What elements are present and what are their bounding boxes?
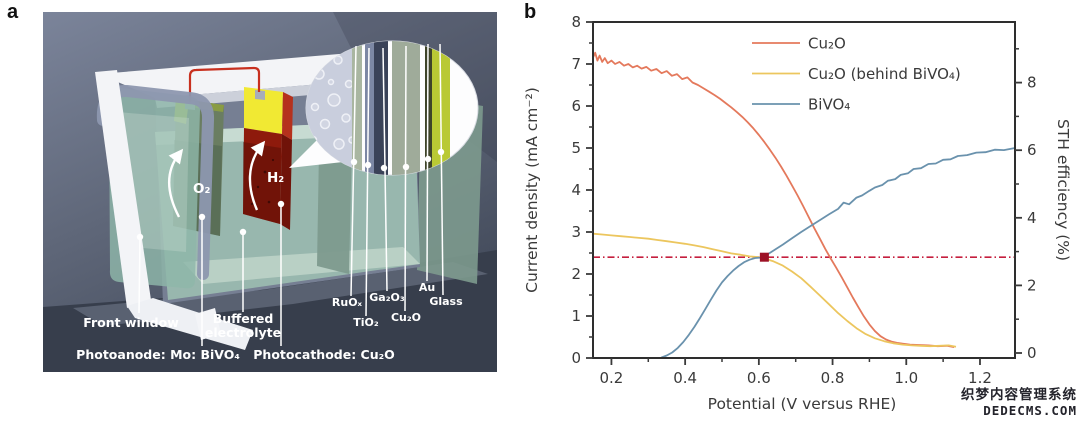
buffered-electrolyte-label-1: Buffered (213, 311, 274, 326)
legend-label-2: BiVO₄ (808, 96, 850, 114)
y-tick-label-left: 6 (571, 97, 581, 115)
cathode-connector (255, 90, 265, 100)
x-tick-label: 1.0 (894, 369, 918, 387)
y-axis-title-left: Current density (mA cm⁻²) (523, 87, 541, 293)
y-tick-label-right: 6 (1027, 141, 1037, 159)
tio2-label: TiO₂ (353, 316, 379, 329)
buffered-electrolyte-label-2: electrolyte (205, 325, 281, 340)
o2-arrow (168, 148, 184, 218)
panel-b-label: b (524, 1, 537, 23)
connecting-wire (188, 66, 261, 102)
y-axis-title-right: STH efficiency (%) (1054, 119, 1072, 261)
watermark-line2: DEDECMS.COM (983, 402, 1077, 418)
ruox-label: RuOₓ (332, 296, 363, 309)
leader-lines (138, 43, 444, 346)
layer-ruox (352, 41, 362, 175)
o2-label: O₂ (193, 181, 210, 197)
h2-arrow (248, 140, 266, 211)
ga2o3-label: Ga₂O₃ (369, 291, 405, 304)
y-tick-label-right: 0 (1027, 344, 1037, 362)
y-tick-label-right: 2 (1027, 276, 1037, 294)
leader-dots (136, 148, 445, 241)
series-0 (592, 51, 955, 348)
photocathode-label: Photocathode: Cu₂O (253, 347, 394, 362)
y-tick-label-right: 8 (1027, 74, 1037, 92)
y-tick-label-left: 8 (571, 13, 581, 31)
y-tick-label-left: 3 (571, 223, 581, 241)
operating-point-marker (759, 252, 769, 262)
panel-a-illustration: O₂ H₂ (43, 12, 497, 372)
series-2 (660, 147, 1016, 359)
au-label: Au (419, 281, 435, 294)
photoanode-label: Photoanode: Mo: BiVO₄ (76, 347, 240, 362)
watermark-line1: 织梦内容管理系统 (961, 387, 1077, 403)
layer-au (425, 41, 432, 175)
y-tick-label-left: 0 (571, 349, 581, 367)
x-tick-label: 0.8 (821, 369, 845, 387)
layer-tio2 (365, 41, 374, 175)
tank-left-post (95, 70, 151, 308)
y-tick-label-left: 4 (571, 181, 581, 199)
y-tick-label-left: 5 (571, 139, 581, 157)
x-tick-label: 0.2 (599, 369, 623, 387)
x-tick-label: 1.2 (968, 369, 992, 387)
front-window-label: Front window (83, 315, 179, 330)
panel-a-label: a (7, 1, 19, 23)
layer-stack-callout (289, 40, 479, 176)
y-tick-label-right: 4 (1027, 209, 1037, 227)
y-tick-label-left: 1 (571, 307, 581, 325)
x-tick-label: 0.4 (673, 369, 697, 387)
y-tick-label-left: 7 (571, 55, 581, 73)
tank-bottom-channel (127, 298, 253, 350)
legend-label-1: Cu₂O (behind BiVO₄) (808, 65, 961, 83)
legend-label-0: Cu₂O (808, 35, 846, 53)
y-tick-label-left: 2 (571, 265, 581, 283)
h2-label: H₂ (267, 170, 284, 186)
x-tick-label: 0.6 (747, 369, 771, 387)
series-1 (592, 232, 957, 348)
cu2o-label: Cu₂O (391, 311, 421, 324)
glass-label: Glass (429, 295, 463, 308)
watermark: 织梦内容管理系统 DEDECMS.COM (961, 387, 1077, 418)
x-axis-title: Potential (V versus RHE) (708, 395, 897, 413)
